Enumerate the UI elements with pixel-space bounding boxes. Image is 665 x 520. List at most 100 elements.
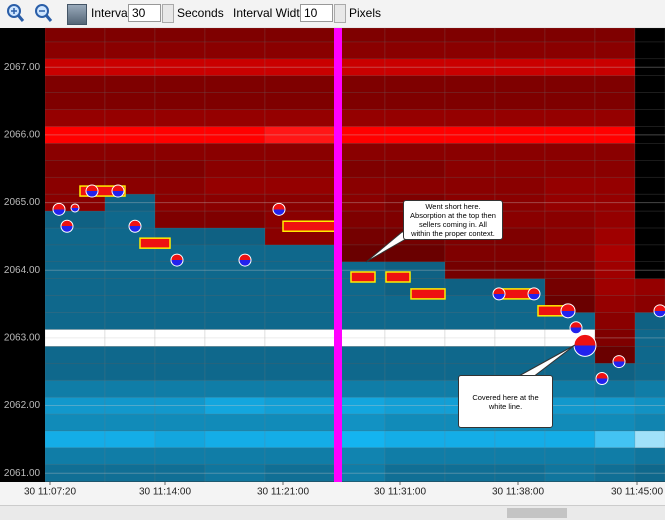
heat-cell: [154, 160, 206, 178]
heat-cell: [444, 27, 496, 43]
heat-cell: [594, 109, 636, 127]
trade-bubble: [170, 253, 184, 267]
trade-bubble: [70, 203, 80, 213]
print-bar: [350, 271, 376, 283]
heat-cell: [384, 447, 446, 465]
heat-cell: [44, 413, 106, 432]
heat-cell: [104, 312, 156, 330]
heat-cell: [204, 92, 266, 110]
heat-cell: [154, 312, 206, 330]
heat-cell: [154, 176, 206, 195]
heat-cell: [154, 295, 206, 313]
heat-cell: [264, 41, 336, 60]
interval-spinner[interactable]: [162, 4, 174, 23]
heat-cell: [264, 413, 336, 432]
heat-cell: [384, 143, 446, 161]
trade-bubble: [128, 219, 142, 233]
heat-cell: [204, 430, 266, 449]
heat-cell: [384, 176, 446, 195]
heat-cell: [544, 210, 596, 229]
heat-cell: [264, 143, 336, 161]
y-tick-label: 2061.00: [4, 468, 41, 479]
heat-cell: [594, 75, 636, 93]
heat-cell: [154, 363, 206, 381]
heat-cell: [334, 160, 386, 178]
heat-cell: [634, 41, 665, 60]
heat-cell: [204, 312, 266, 330]
heat-cell: [494, 143, 546, 161]
heat-cell: [384, 379, 446, 398]
heat-cell: [494, 75, 546, 93]
heat-cell: [44, 27, 106, 43]
heat-cell: [384, 244, 446, 263]
interval-input[interactable]: 30: [128, 4, 161, 22]
scroll-thumb[interactable]: [507, 508, 567, 518]
trade-bubble: [238, 253, 252, 267]
interval-unit: Seconds: [177, 6, 224, 20]
heat-cell: [104, 363, 156, 381]
trade-bubble: [560, 303, 576, 319]
heat-cell: [154, 92, 206, 110]
y-tick-label: 2065.00: [4, 197, 41, 208]
heat-cell: [444, 143, 496, 161]
heat-cell: [544, 244, 596, 263]
heat-cell: [444, 160, 496, 178]
heat-cell: [104, 143, 156, 161]
heat-cell: [204, 244, 266, 263]
heat-cell: [104, 379, 156, 398]
heat-cell: [634, 92, 665, 110]
trade-bubble: [272, 202, 286, 216]
heat-cell: [104, 295, 156, 313]
heat-cell: [594, 312, 636, 330]
heat-cell: [204, 41, 266, 60]
heat-cell: [334, 109, 386, 127]
heat-cell: [444, 312, 496, 330]
time-marker: [334, 28, 342, 482]
heat-cell: [594, 227, 636, 246]
heat-cell: [44, 379, 106, 398]
heat-cell: [204, 363, 266, 381]
heat-cell: [104, 27, 156, 43]
width-spinner[interactable]: [334, 4, 346, 23]
heat-cell: [634, 379, 665, 398]
zoom-in[interactable]: [7, 4, 25, 22]
heat-cell: [104, 75, 156, 93]
trade-bubble: [111, 184, 125, 198]
heat-cell: [204, 27, 266, 43]
heat-cell: [264, 109, 336, 127]
heat-cell: [44, 41, 106, 60]
heat-cell: [634, 75, 665, 93]
heat-cell: [544, 227, 596, 246]
heat-cell: [384, 430, 446, 449]
scrollbar[interactable]: [0, 505, 665, 520]
heat-cell: [384, 363, 446, 381]
heat-cell: [264, 346, 336, 364]
heat-cell: [104, 92, 156, 110]
heat-cell: [204, 227, 266, 246]
width-input[interactable]: 10: [300, 4, 333, 22]
annotation: Covered here at the white line.: [458, 375, 553, 428]
zoom-out[interactable]: [35, 4, 53, 22]
heat-cell: [594, 210, 636, 229]
heat-cell: [44, 312, 106, 330]
heat-cell: [104, 413, 156, 432]
heat-cell: [154, 430, 206, 449]
heat-cell: [544, 447, 596, 465]
heat-cell: [544, 160, 596, 178]
reset-button[interactable]: [67, 4, 87, 25]
heat-cell: [204, 413, 266, 432]
trade-bubble: [653, 304, 665, 318]
heat-cell: [494, 41, 546, 60]
print-bar: [139, 237, 171, 249]
heat-cell: [44, 244, 106, 263]
heat-cell: [544, 27, 596, 43]
heat-cell: [104, 109, 156, 127]
heat-cell: [444, 176, 496, 195]
heat-cell: [444, 346, 496, 364]
heat-cell: [634, 329, 665, 347]
heat-cell: [44, 430, 106, 449]
y-tick-label: 2063.00: [4, 333, 41, 344]
heat-cell: [494, 244, 546, 263]
heat-cell: [634, 58, 665, 76]
heat-cell: [154, 278, 206, 296]
